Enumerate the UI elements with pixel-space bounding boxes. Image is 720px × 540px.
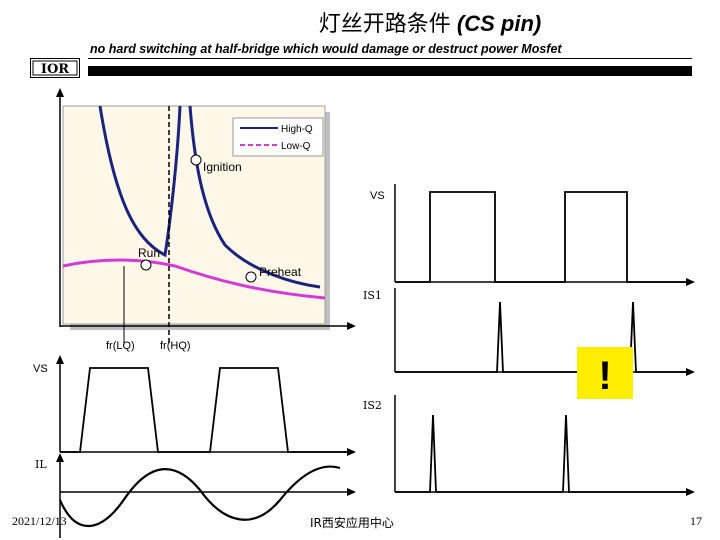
is2-waveform: IS2: [363, 395, 695, 496]
footer-date: 2021/12/13: [12, 514, 67, 528]
vs-left-label: VS: [33, 363, 48, 375]
ignition-point: [190, 154, 202, 166]
header-rule: [88, 58, 692, 59]
footer-center-text: IR西安应用中心: [310, 516, 394, 530]
warning-icon: !: [577, 347, 633, 399]
fr-hq-label: fr(HQ): [160, 340, 191, 352]
ior-logo: IOR: [30, 58, 80, 78]
legend-low-q: Low-Q: [281, 141, 311, 152]
il-label: IL: [35, 458, 47, 471]
is1-waveform: IS1: [363, 288, 695, 376]
page-title: 灯丝开路条件 (CS pin): [180, 6, 680, 38]
warning-symbol: !: [598, 354, 611, 398]
page-number: 17: [690, 514, 702, 528]
logo-text: IOR: [41, 62, 69, 77]
header-bar: [88, 66, 692, 76]
title-chinese: 灯丝开路条件: [318, 12, 451, 37]
vs-right-label: VS: [370, 190, 385, 202]
is2-label: IS2: [363, 399, 382, 412]
preheat-point: [245, 271, 257, 283]
vs-left-waveform: VS: [33, 355, 356, 456]
subtitle: no hard switching at half-bridge which w…: [90, 42, 562, 56]
ignition-label: Ignition: [203, 160, 242, 174]
plot-x-arrow: [347, 322, 356, 330]
legend-box: [232, 117, 324, 157]
is1-label: IS1: [363, 289, 382, 302]
il-waveform: IL: [35, 453, 356, 538]
preheat-label: Preheat: [259, 265, 302, 279]
vs-right-waveform: VS: [370, 184, 695, 286]
run-label: Run: [138, 246, 160, 260]
legend-high-q: High-Q: [281, 124, 313, 135]
resonance-plot: High-Q Low-Q Ignition Run Preheat fr(LQ)…: [56, 88, 356, 352]
run-point: [140, 259, 152, 271]
low-q-curve: [62, 258, 326, 300]
plot-y-arrow: [56, 88, 64, 97]
title-english: (CS pin): [456, 11, 542, 36]
fr-lq-label: fr(LQ): [106, 340, 135, 352]
